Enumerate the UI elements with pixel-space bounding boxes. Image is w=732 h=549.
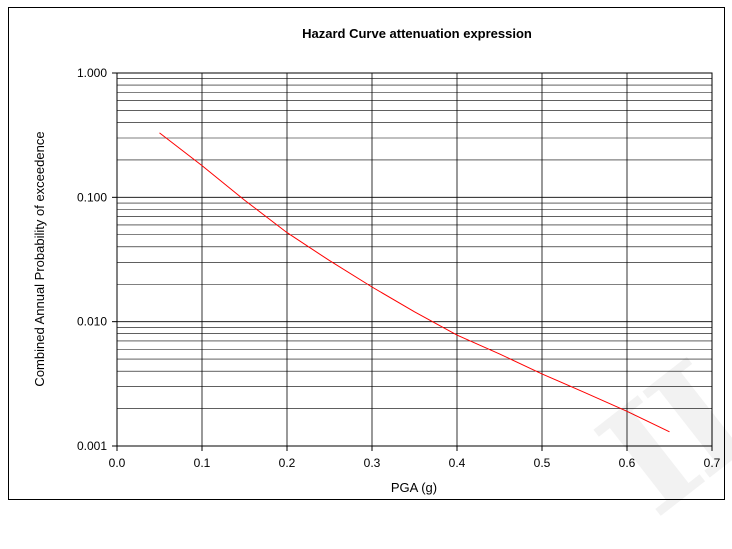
y-tick-label: 0.100 — [77, 190, 107, 204]
x-axis-label: PGA (g) — [391, 480, 437, 495]
x-tick-label: 0.7 — [704, 456, 721, 470]
chart-frame: Hazard Curve attenuation expression 0.0 0… — [8, 7, 732, 549]
hazard-curve-chart: Hazard Curve attenuation expression 0.0 0… — [32, 26, 721, 495]
hazard-curve-line — [159, 132, 670, 433]
x-tick-label: 0.2 — [279, 456, 296, 470]
x-tick-label: 0.5 — [534, 456, 551, 470]
plot-area — [116, 72, 713, 447]
grid-lines — [116, 73, 713, 447]
series-layer — [159, 132, 670, 433]
y-tick-label: 0.010 — [77, 315, 107, 329]
x-tick-label: 0.3 — [364, 456, 381, 470]
axis-ticks: 0.0 0.1 0.2 0.3 0.4 0.5 0.6 0.7 0.001 0.010 0.100 1… — [77, 66, 721, 470]
x-tick-label: 0.4 — [449, 456, 466, 470]
chart-title: Hazard Curve attenuation expression — [302, 26, 532, 41]
y-axis-label: Combined Annual Probability of exceedenc… — [32, 131, 47, 386]
y-tick-label: 1.000 — [77, 66, 107, 80]
x-tick-label: 0.0 — [109, 456, 126, 470]
y-tick-label: 0.001 — [77, 439, 107, 453]
x-tick-label: 0.1 — [194, 456, 211, 470]
x-tick-label: 0.6 — [619, 456, 636, 470]
